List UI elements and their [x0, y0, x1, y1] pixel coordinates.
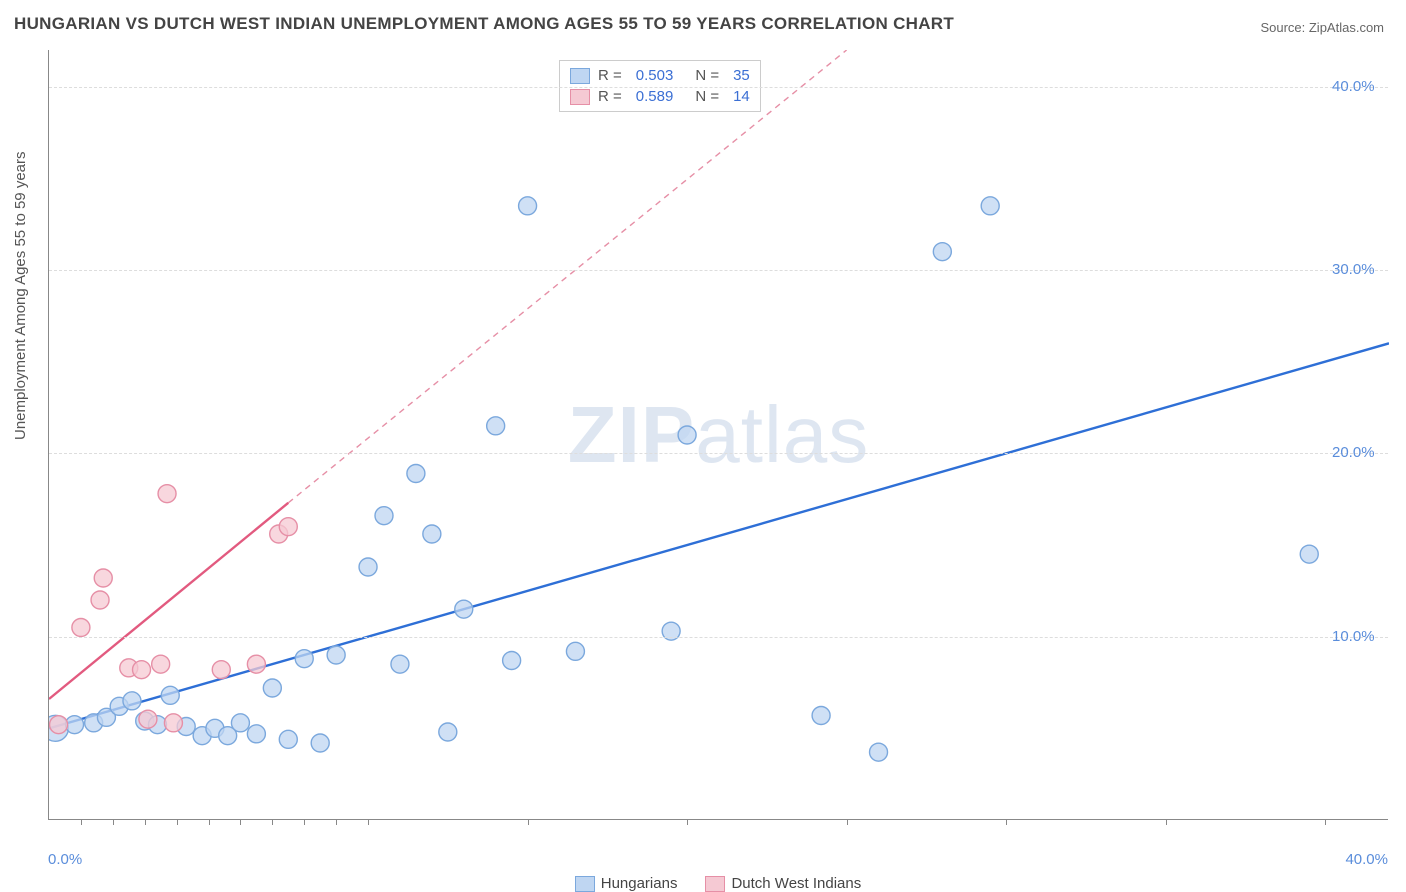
- data-point: [1300, 545, 1318, 563]
- legend-series-label: Hungarians: [601, 875, 678, 892]
- y-tick-label: 40.0%: [1332, 78, 1380, 95]
- data-point: [503, 652, 521, 670]
- x-minor-tick: [1325, 819, 1326, 825]
- y-tick-label: 30.0%: [1332, 261, 1380, 278]
- legend-r-value: 0.503: [636, 67, 674, 84]
- x-tick-max: 40.0%: [1345, 851, 1388, 868]
- legend-series: Hungarians Dutch West Indians: [48, 875, 1388, 892]
- legend-series-label: Dutch West Indians: [731, 875, 861, 892]
- gridline-h: [49, 87, 1388, 88]
- data-point: [678, 426, 696, 444]
- data-point: [161, 686, 179, 704]
- x-minor-tick: [81, 819, 82, 825]
- data-point: [152, 655, 170, 673]
- x-minor-tick: [272, 819, 273, 825]
- data-point: [359, 558, 377, 576]
- data-point: [519, 197, 537, 215]
- plot-svg: [49, 50, 1389, 820]
- data-point: [279, 518, 297, 536]
- data-point: [279, 730, 297, 748]
- x-minor-tick: [1166, 819, 1167, 825]
- x-minor-tick: [145, 819, 146, 825]
- legend-n-label: N =: [695, 88, 719, 105]
- data-point: [94, 569, 112, 587]
- x-minor-tick: [177, 819, 178, 825]
- gridline-h: [49, 270, 1388, 271]
- y-tick-label: 20.0%: [1332, 444, 1380, 461]
- y-tick-label: 10.0%: [1332, 628, 1380, 645]
- data-point: [455, 600, 473, 618]
- data-point: [812, 707, 830, 725]
- x-minor-tick: [113, 819, 114, 825]
- x-minor-tick: [368, 819, 369, 825]
- data-point: [391, 655, 409, 673]
- regression-line-dashed: [288, 50, 846, 503]
- legend-n-label: N =: [695, 67, 719, 84]
- data-point: [423, 525, 441, 543]
- y-axis-label: Unemployment Among Ages 55 to 59 years: [12, 151, 29, 440]
- x-minor-tick: [1006, 819, 1007, 825]
- legend-swatch: [705, 876, 725, 892]
- x-minor-tick: [847, 819, 848, 825]
- chart-area: ZIPatlas R =0.503N =35R =0.589N =14 10.0…: [48, 50, 1388, 820]
- data-point: [72, 619, 90, 637]
- data-point: [375, 507, 393, 525]
- legend-swatch: [570, 68, 590, 84]
- data-point: [50, 716, 68, 734]
- data-point: [247, 725, 265, 743]
- chart-title: HUNGARIAN VS DUTCH WEST INDIAN UNEMPLOYM…: [14, 14, 954, 34]
- source-label: Source: ZipAtlas.com: [1260, 20, 1384, 35]
- data-point: [164, 714, 182, 732]
- x-minor-tick: [240, 819, 241, 825]
- data-point: [566, 642, 584, 660]
- x-minor-tick: [304, 819, 305, 825]
- data-point: [231, 714, 249, 732]
- x-minor-tick: [687, 819, 688, 825]
- legend-series-item: Hungarians: [575, 875, 678, 892]
- legend-r-label: R =: [598, 67, 622, 84]
- data-point: [247, 655, 265, 673]
- data-point: [327, 646, 345, 664]
- gridline-h: [49, 637, 1388, 638]
- data-point: [139, 710, 157, 728]
- data-point: [439, 723, 457, 741]
- x-minor-tick: [209, 819, 210, 825]
- data-point: [981, 197, 999, 215]
- legend-n-value: 35: [733, 67, 750, 84]
- x-minor-tick: [336, 819, 337, 825]
- legend-series-item: Dutch West Indians: [705, 875, 861, 892]
- data-point: [123, 692, 141, 710]
- x-minor-tick: [528, 819, 529, 825]
- data-point: [933, 243, 951, 261]
- gridline-h: [49, 453, 1388, 454]
- legend-correlation-row: R = 0.589 N = 14: [570, 86, 750, 107]
- data-point: [158, 485, 176, 503]
- data-point: [263, 679, 281, 697]
- legend-swatch: [570, 89, 590, 105]
- data-point: [91, 591, 109, 609]
- legend-n-value: 14: [733, 88, 750, 105]
- data-point: [295, 650, 313, 668]
- data-point: [311, 734, 329, 752]
- legend-correlation-row: R = 0.503 N = 35: [570, 65, 750, 86]
- data-point: [487, 417, 505, 435]
- legend-swatch: [575, 876, 595, 892]
- data-point: [212, 661, 230, 679]
- data-point: [407, 465, 425, 483]
- legend-r-label: R =: [598, 88, 622, 105]
- legend-r-value: 0.589: [636, 88, 674, 105]
- data-point: [133, 661, 151, 679]
- data-point: [870, 743, 888, 761]
- x-tick-min: 0.0%: [48, 851, 82, 868]
